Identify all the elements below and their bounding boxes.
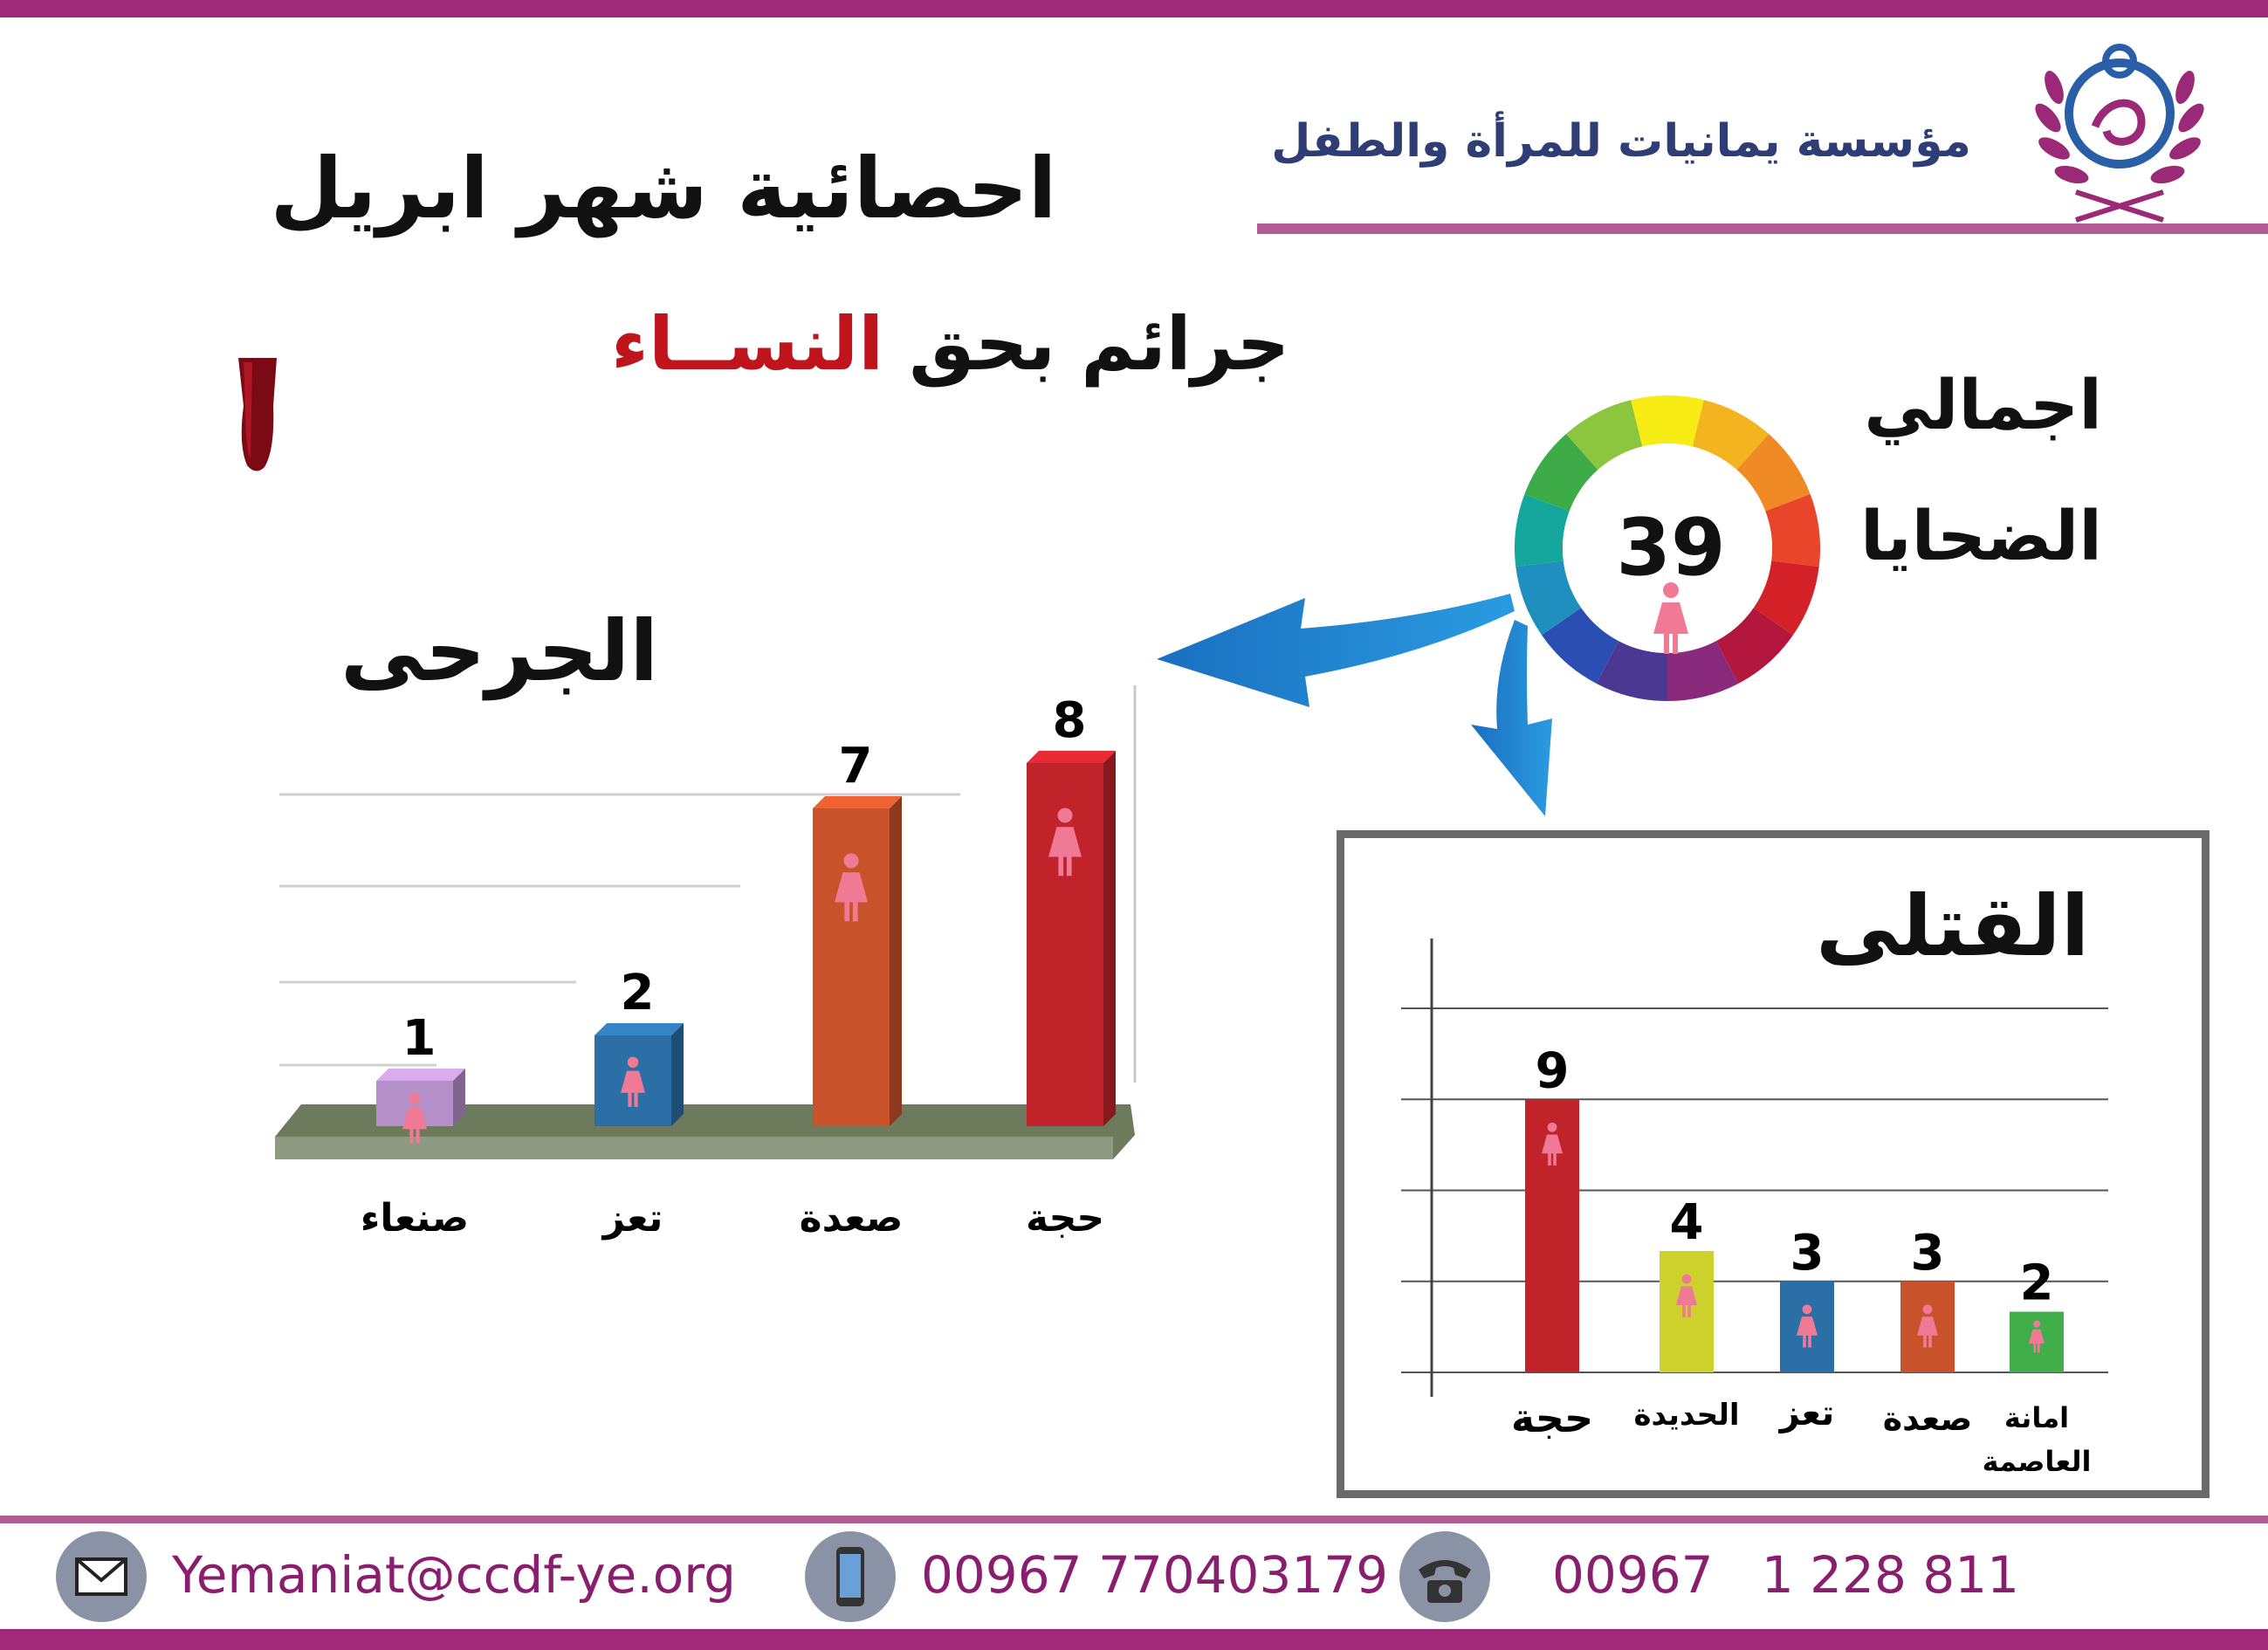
data-label: 3 <box>1911 1225 1945 1282</box>
wheel-segment <box>1631 395 1704 447</box>
bar-top <box>376 1069 465 1081</box>
wheel-segment <box>1667 641 1739 701</box>
bar-top <box>594 1023 684 1035</box>
bar <box>1660 1251 1714 1372</box>
chart-platform-front <box>275 1137 1113 1159</box>
total-label-line1: اجمالي <box>1864 367 2102 445</box>
injured-chart: 1 صنعاء 2 تعز 7 صعدة 8 حجة <box>275 685 1137 1241</box>
injured-chart-title: الجرحى <box>340 602 659 700</box>
smartphone-icon <box>805 1531 896 1622</box>
wheel-segment <box>1524 434 1598 512</box>
subtitle-highlight: النســاء <box>611 301 884 387</box>
footer-phone[interactable]: 00967 1 228 811 <box>1552 1545 2019 1605</box>
woman-icon <box>2029 1320 2045 1353</box>
bar-side <box>890 796 902 1126</box>
data-label: 1 <box>402 1010 436 1067</box>
top-band <box>0 0 2268 17</box>
category-label: حجة <box>1026 1196 1104 1241</box>
woman-icon <box>835 853 868 922</box>
blood-drip-icon <box>238 358 277 471</box>
category-label: العاصمة <box>1983 1445 2092 1478</box>
total-value: 39 <box>1616 502 1725 594</box>
category-label: صنعاء <box>361 1196 469 1241</box>
woman-icon <box>1676 1274 1697 1317</box>
category-label: حجة <box>1511 1394 1593 1441</box>
envelope-icon <box>56 1531 147 1622</box>
bar-top <box>813 796 902 808</box>
organization-name: مؤسسة يمانيات للمرأة والطفل <box>1271 115 1971 168</box>
data-label: 2 <box>2020 1255 2054 1312</box>
page-title: احصائية شهر ابريل <box>270 140 1057 237</box>
category-label: الحديدة <box>1633 1398 1739 1433</box>
wheel-segment <box>1596 641 1667 701</box>
footer-email[interactable]: Yemaniat@ccdf-ye.org <box>172 1545 736 1605</box>
woman-icon <box>1048 808 1082 877</box>
data-label: 3 <box>1790 1225 1825 1282</box>
category-label: صعدة <box>1883 1399 1973 1438</box>
wheel-segment <box>1565 400 1643 471</box>
bar-side <box>671 1023 684 1126</box>
organization-logo <box>2035 44 2204 223</box>
killed-chart: 9 4 3 3 2 حجة الحديدة تعز صعدة امانة العاصمة <box>1401 938 2108 1478</box>
arrow-to-injured-icon <box>1157 594 1515 707</box>
data-label: 2 <box>621 965 655 1021</box>
killed-chart-frame <box>1337 830 2210 1498</box>
woman-icon <box>1917 1304 1938 1348</box>
data-label: 8 <box>1053 692 1087 749</box>
footer-mobile[interactable]: 00967 770403179 <box>921 1545 1389 1605</box>
wheel-segment <box>1736 434 1811 512</box>
bar-top <box>1027 751 1116 763</box>
arrow-to-killed-icon <box>1471 620 1552 816</box>
woman-icon <box>1542 1122 1563 1166</box>
category-label: صعدة <box>800 1196 904 1241</box>
woman-icon <box>1653 582 1688 654</box>
bar <box>1027 763 1103 1126</box>
killed-chart-title: القتلى <box>1816 877 2090 975</box>
total-victims-wheel: 39 <box>1515 395 1820 701</box>
wheel-segment <box>1541 608 1619 684</box>
woman-icon <box>621 1056 645 1107</box>
woman-icon <box>1797 1304 1818 1348</box>
wheel-segment <box>1692 400 1770 471</box>
wheel-segment <box>1753 560 1819 636</box>
bottom-band <box>0 1629 2268 1650</box>
page-subtitle: جرائم بحق النســاء <box>611 301 1289 387</box>
bar-side <box>453 1069 465 1126</box>
data-label: 9 <box>1536 1042 1570 1099</box>
wheel-segment <box>1715 608 1794 684</box>
subtitle-text: جرائم بحق <box>883 301 1290 387</box>
category-label: امانة <box>2004 1401 2069 1434</box>
wheel-segment <box>1765 493 1820 567</box>
woman-icon <box>402 1093 427 1144</box>
wheel-segment <box>1515 493 1570 567</box>
data-label: 4 <box>1670 1194 1704 1251</box>
header-rule <box>1257 223 2268 234</box>
telephone-icon <box>1399 1531 1490 1622</box>
wheel-segment <box>1515 560 1582 636</box>
category-label: تعز <box>601 1196 663 1241</box>
total-label-line2: الضحايا <box>1860 498 2102 576</box>
data-label: 7 <box>839 738 873 794</box>
category-label: تعز <box>1778 1393 1834 1433</box>
footer-rule <box>0 1516 2268 1523</box>
bar-side <box>1103 751 1116 1126</box>
